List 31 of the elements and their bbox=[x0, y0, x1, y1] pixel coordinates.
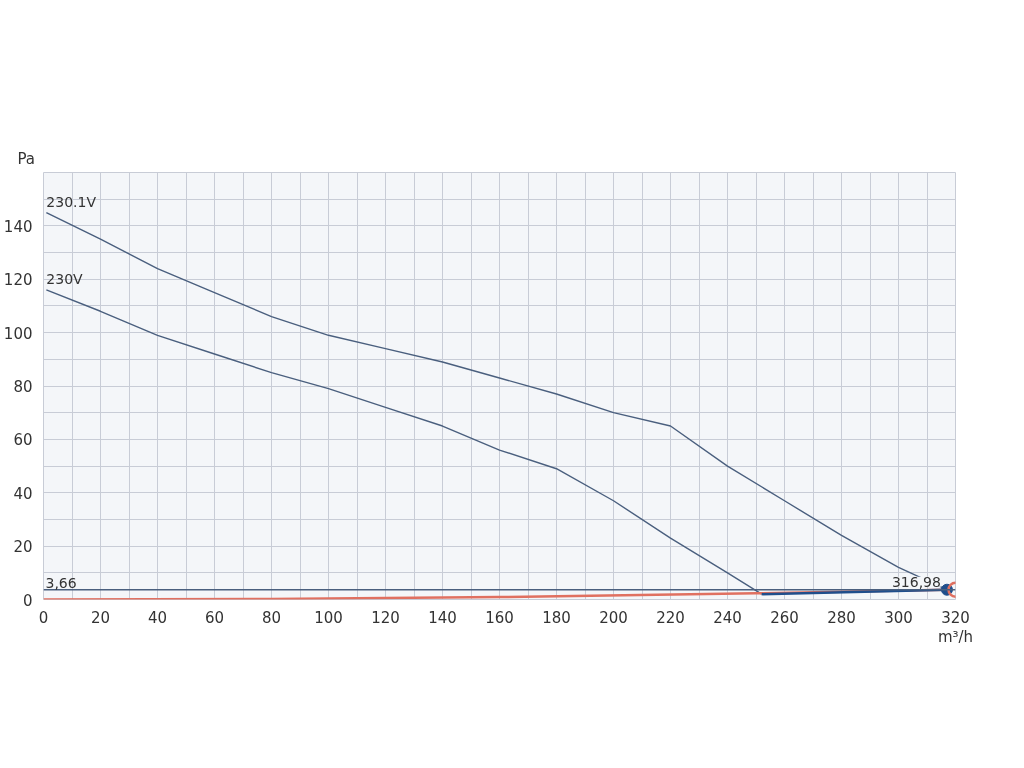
ref-line-label: 3,66 bbox=[45, 574, 77, 591]
y-tick-label: 140 bbox=[3, 217, 33, 236]
x-tick-label: 60 bbox=[204, 608, 225, 627]
y-tick-label: 20 bbox=[13, 538, 33, 557]
annotation: 316,98 bbox=[891, 573, 941, 590]
y-tick-label: 60 bbox=[13, 431, 33, 450]
y-axis-title: Pa bbox=[17, 149, 36, 168]
x-tick-label: 180 bbox=[542, 608, 571, 627]
y-tick-label: 100 bbox=[3, 324, 33, 343]
series-label: 230.1V bbox=[46, 193, 97, 210]
x-tick-label: 300 bbox=[884, 608, 913, 627]
y-tick-label: 0 bbox=[22, 591, 33, 610]
y-tick-label: 120 bbox=[3, 271, 33, 290]
x-tick-label: 240 bbox=[713, 608, 742, 627]
y-tick-label: 80 bbox=[13, 378, 33, 396]
x-tick-label: 80 bbox=[261, 608, 282, 627]
series-label: 230V bbox=[46, 270, 84, 287]
x-tick-label: 20 bbox=[90, 608, 111, 627]
x-tick-label: 160 bbox=[485, 608, 514, 627]
x-tick-label: 120 bbox=[371, 608, 400, 627]
x-tick-label: 280 bbox=[827, 608, 856, 627]
x-tick-label: 220 bbox=[656, 608, 685, 627]
x-tick-label: 140 bbox=[428, 608, 457, 627]
x-tick-label: 100 bbox=[314, 608, 343, 627]
x-tick-label: 40 bbox=[147, 608, 168, 627]
x-axis-title: m³/h bbox=[937, 627, 974, 646]
x-tick-label: 0 bbox=[38, 608, 49, 627]
x-tick-label: 200 bbox=[599, 608, 628, 627]
x-tick-label: 260 bbox=[770, 608, 799, 627]
x-tick-label: 320 bbox=[941, 608, 970, 627]
y-tick-label: 40 bbox=[13, 484, 33, 503]
